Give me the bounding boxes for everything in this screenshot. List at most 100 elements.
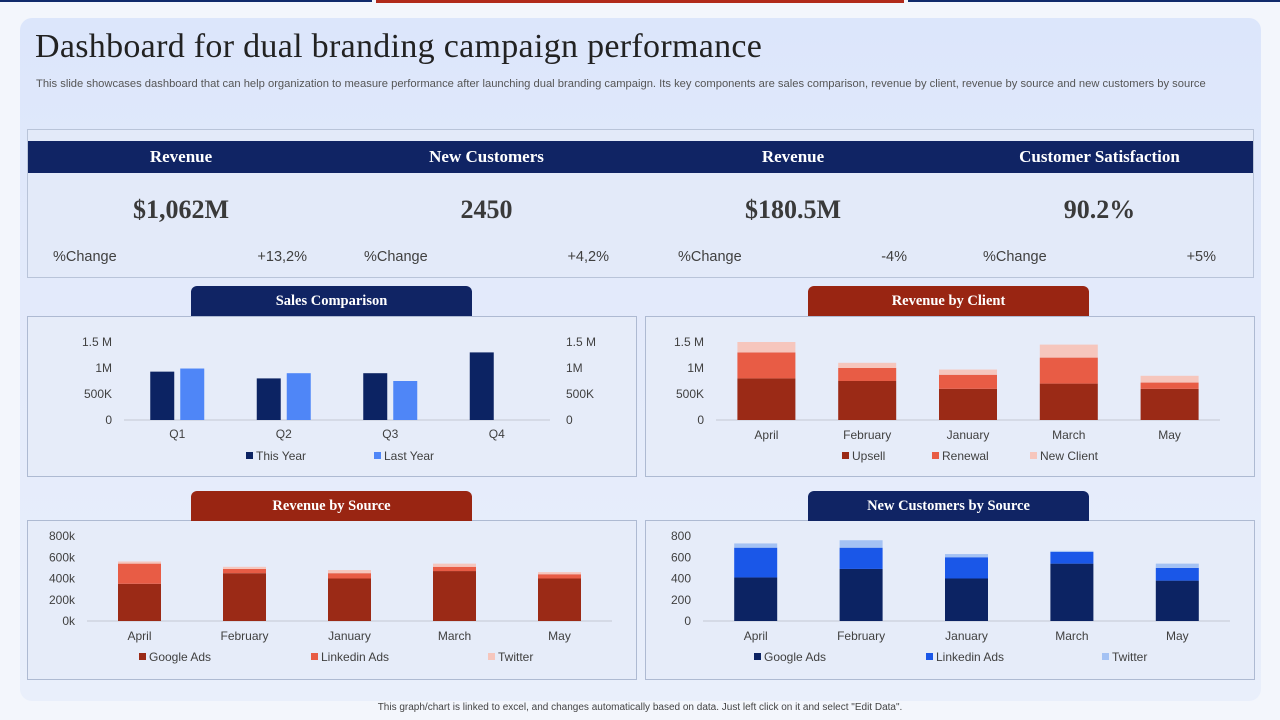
kpi-value: $1,062M: [132, 195, 230, 224]
bar-twitter-february: [223, 566, 266, 569]
y2-tick-label: 1M: [566, 361, 583, 375]
bar-google-ads-april: [118, 583, 161, 621]
bar-last-year-q1: [180, 368, 205, 420]
bar-linkedin-ads-january: [328, 573, 371, 579]
bar-upsell-may: [1140, 388, 1199, 420]
y-tick-label: 600: [671, 550, 691, 564]
bar-linkedin-ads-april: [118, 563, 161, 584]
bar-renewal-february: [838, 368, 897, 381]
x-tick-label: January: [947, 428, 990, 442]
bar-linkedin-ads-february: [839, 547, 883, 569]
bar-upsell-february: [838, 381, 897, 420]
bar-renewal-march: [1039, 357, 1098, 384]
sales-comparison-chart: 0 0 500K 500K 1M 1M 1.5 M 1.5 M Q1 Q2 Q3 Q4 This Yea…: [82, 335, 596, 463]
top-accent-left: [0, 0, 372, 2]
bar-new-client-february: [838, 362, 897, 368]
y-tick-label: 500K: [676, 387, 704, 401]
legend-label-twitter: Twitter: [498, 650, 533, 664]
top-accent-right: [908, 0, 1280, 2]
x-tick-label: March: [1055, 629, 1088, 643]
legend-label-linkedin-ads: Linkedin Ads: [936, 650, 1004, 664]
kpi-title: Revenue: [28, 141, 334, 173]
legend-swatch-this-year: [246, 452, 253, 459]
x-tick-label: April: [127, 629, 151, 643]
x-tick-label: May: [548, 629, 571, 643]
x-tick-label: April: [744, 629, 768, 643]
legend-swatch-upsell: [842, 452, 849, 459]
page-subtitle: This slide showcases dashboard that can …: [36, 78, 1206, 90]
revenue-by-source-chart: 0k 200k 400k 600k 800k April February January Ma…: [49, 529, 612, 664]
revenue-by-source-title: Revenue by Source: [191, 491, 472, 521]
y-tick-label: 1.5 M: [674, 335, 704, 349]
bar-upsell-march: [1039, 383, 1098, 420]
revenue-by-client-box: 0 500K 1M 1.5 M April February January March May…: [645, 316, 1255, 477]
kpi-title: Revenue: [640, 141, 946, 173]
bar-twitter-april: [118, 561, 161, 564]
bar-linkedin-ads-march: [433, 566, 476, 572]
x-tick-label: January: [945, 629, 988, 643]
page-title: Dashboard for dual branding campaign per…: [35, 28, 763, 65]
kpi-change-label: %Change: [983, 249, 1047, 265]
kpi-change-label: %Change: [678, 249, 742, 265]
y-tick-label: 0: [684, 614, 691, 628]
revenue-by-client-title: Revenue by Client: [808, 286, 1089, 316]
new-customers-by-source-box: 0 200 400 600 800 April February January March Ma…: [645, 520, 1255, 680]
kpi-change-value: +13,2%: [257, 249, 307, 265]
legend-label-upsell: Upsell: [852, 449, 885, 463]
kpi-card-revenue: Revenue $1,062M %Change +13,2%: [27, 129, 335, 278]
legend-swatch-google-ads: [754, 653, 761, 660]
bar-google-ads-january: [328, 578, 371, 621]
x-tick-label: February: [843, 428, 891, 442]
bar-new-client-may: [1140, 375, 1199, 383]
legend-swatch-twitter: [1102, 653, 1109, 660]
legend-label-new-client: New Client: [1040, 449, 1099, 463]
legend-label-renewal: Renewal: [942, 449, 989, 463]
revenue-by-source-box: 0k 200k 400k 600k 800k April February January Ma…: [27, 520, 637, 680]
bar-last-year-q2: [286, 373, 311, 420]
kpi-value: 2450: [460, 195, 513, 224]
x-tick-label: May: [1158, 428, 1181, 442]
bar-upsell-january: [939, 388, 997, 420]
bar-twitter-january: [328, 570, 371, 574]
kpi-value: $180.5M: [744, 195, 842, 224]
y-tick-label: 1M: [95, 361, 112, 375]
kpi-title: New Customers: [333, 141, 640, 173]
top-accent-center: [376, 0, 904, 3]
y-tick-label: 500K: [84, 387, 112, 401]
new-customers-by-source-title: New Customers by Source: [808, 491, 1089, 521]
x-tick-label: May: [1166, 629, 1189, 643]
x-tick-label: March: [1052, 428, 1085, 442]
y2-tick-label: 500K: [566, 387, 594, 401]
kpi-card-new-customers: New Customers 2450 %Change +4,2%: [333, 129, 641, 278]
bar-google-ads-january: [945, 578, 988, 621]
bar-google-ads-may: [538, 578, 581, 621]
x-tick-label: Q3: [382, 427, 398, 441]
bar-google-ads-february: [223, 573, 266, 621]
legend-swatch-linkedin-ads: [311, 653, 318, 660]
bar-new-client-january: [939, 369, 997, 375]
y-tick-label: 1.5 M: [82, 335, 112, 349]
bar-new-client-march: [1039, 344, 1098, 358]
legend-swatch-google-ads: [139, 653, 146, 660]
new-customers-by-source-chart: 0 200 400 600 800 April February January March Ma…: [671, 529, 1230, 664]
y-tick-label: 200: [671, 593, 691, 607]
y-tick-label: 0k: [62, 614, 76, 628]
legend-label-google-ads: Google Ads: [764, 650, 826, 664]
kpi-change-label: %Change: [53, 249, 117, 265]
y-tick-label: 0: [105, 413, 112, 427]
y2-tick-label: 1.5 M: [566, 335, 596, 349]
bar-renewal-may: [1140, 382, 1199, 389]
kpi-change-value: -4%: [881, 249, 907, 265]
bar-twitter-may: [538, 572, 581, 575]
x-tick-label: January: [328, 629, 371, 643]
bar-twitter-march: [1050, 550, 1094, 552]
kpi-title: Customer Satisfaction: [946, 141, 1253, 173]
kpi-value: 90.2%: [1063, 195, 1136, 224]
bar-linkedin-ads-january: [945, 557, 988, 579]
bar-twitter-february: [839, 540, 883, 548]
bar-linkedin-ads-may: [538, 574, 581, 579]
legend-swatch-twitter: [488, 653, 495, 660]
bar-this-year-q3: [363, 373, 388, 420]
legend-label-this-year: This Year: [256, 449, 306, 463]
bar-this-year-q4: [469, 352, 494, 420]
